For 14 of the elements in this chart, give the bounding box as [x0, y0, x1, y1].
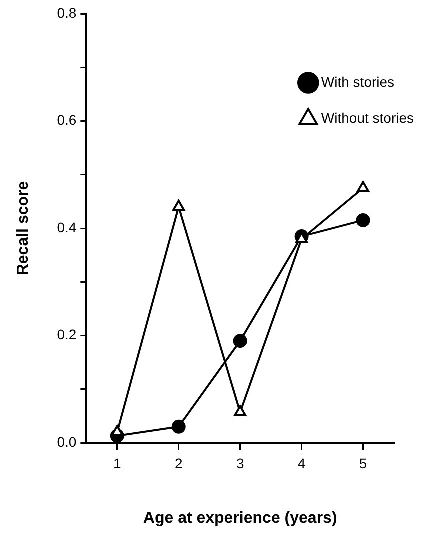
x-axis-title: Age at experience (years) — [143, 510, 338, 527]
legend-label: Without stories — [321, 110, 414, 126]
y-tick-label: 0.0 — [57, 434, 77, 450]
y-axis-title: Recall score — [15, 181, 32, 276]
x-tick-label: 1 — [113, 455, 122, 472]
x-tick-label: 4 — [298, 455, 306, 472]
x-tick-label: 2 — [174, 455, 183, 472]
y-tick-label: 0.2 — [57, 326, 77, 343]
y-tick-label: 0.4 — [57, 219, 77, 236]
x-tick-label: 5 — [359, 455, 368, 472]
y-tick-label: 0.6 — [57, 112, 77, 128]
y-tick-label: 0.8 — [57, 4, 77, 21]
x-tick-label: 3 — [236, 455, 244, 472]
legend-label: With stories — [321, 74, 395, 90]
